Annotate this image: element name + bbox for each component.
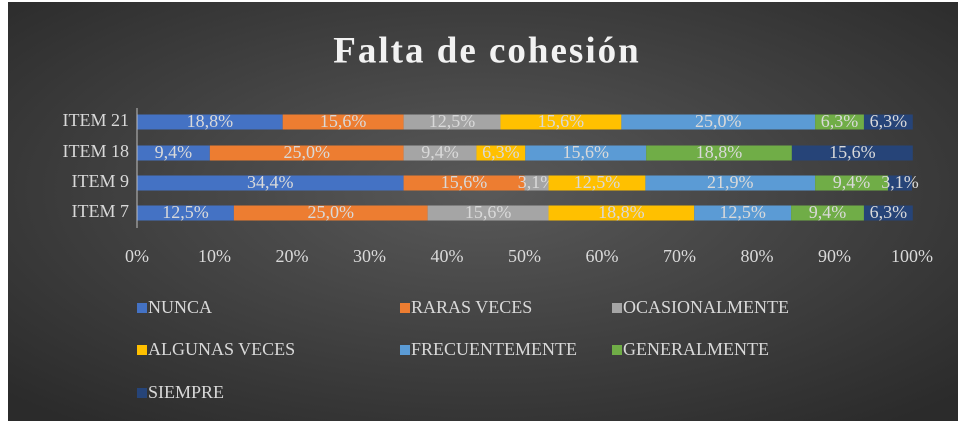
y-tick-label: ITEM 9	[72, 171, 130, 191]
data-label: 12,5%	[574, 172, 621, 192]
bar-segment	[646, 145, 792, 161]
data-label: 3,1%	[518, 172, 556, 192]
x-tick-label: 20%	[276, 246, 309, 266]
data-label: 15,6%	[829, 142, 876, 162]
data-label: 6,3%	[870, 202, 908, 222]
bar-segment	[863, 205, 913, 221]
legend-swatch	[137, 303, 147, 313]
y-tick-label: ITEM 21	[63, 110, 130, 130]
legend-label: GENERALMENTE	[623, 339, 769, 359]
legend-label: ALGUNAS VECES	[148, 339, 295, 359]
y-tick-label: ITEM 7	[72, 201, 130, 221]
data-label: 12,5%	[429, 111, 476, 131]
x-tick-label: 100%	[891, 246, 933, 266]
bar-segment	[525, 145, 647, 161]
legend-swatch	[612, 303, 622, 313]
bar-segment	[137, 175, 404, 191]
data-label: 18,8%	[598, 202, 645, 222]
data-label: 12,5%	[162, 202, 209, 222]
legend-swatch	[400, 303, 410, 313]
data-label: 34,4%	[247, 172, 294, 192]
legend-swatch	[137, 388, 147, 398]
bar-segment	[548, 175, 646, 191]
legend-swatch	[400, 345, 410, 355]
bar-segment	[887, 175, 912, 191]
legend-swatch	[612, 345, 622, 355]
x-tick-label: 70%	[663, 246, 696, 266]
bar-segment	[427, 205, 549, 221]
data-label: 6,3%	[482, 142, 520, 162]
legend-label: FRECUENTEMENTE	[411, 339, 577, 359]
x-tick-label: 90%	[818, 246, 851, 266]
y-tick-label: ITEM 18	[63, 141, 130, 161]
data-label: 15,6%	[465, 202, 512, 222]
x-tick-label: 0%	[125, 246, 149, 266]
bar-segment	[815, 175, 888, 191]
data-label: 9,4%	[809, 202, 847, 222]
chart-title: Falta de cohesión	[333, 30, 640, 71]
bar-segment	[791, 145, 913, 161]
data-label: 21,9%	[707, 172, 754, 192]
data-label: 15,6%	[538, 111, 585, 131]
data-label: 6,3%	[821, 111, 859, 131]
data-label: 6,3%	[870, 111, 908, 131]
data-label: 15,6%	[320, 111, 367, 131]
bar-segment	[282, 114, 404, 130]
legend-label: RARAS VECES	[411, 297, 532, 317]
bar-segment	[815, 114, 864, 130]
bar-segment	[548, 205, 695, 221]
data-label: 18,8%	[187, 111, 234, 131]
x-tick-label: 10%	[198, 246, 231, 266]
data-label: 9,4%	[155, 142, 193, 162]
x-tick-label: 80%	[741, 246, 774, 266]
bar-segment	[209, 145, 404, 161]
bar-segment	[403, 175, 525, 191]
bar-segment	[137, 205, 234, 221]
data-label: 9,4%	[833, 172, 871, 192]
bar-segment	[524, 175, 549, 191]
bar-segment	[403, 145, 477, 161]
bar-segment	[863, 114, 913, 130]
data-label: 3,1%	[881, 172, 919, 192]
bar-segment	[137, 114, 283, 130]
data-label: 12,5%	[719, 202, 766, 222]
legend-label: SIEMPRE	[148, 382, 224, 402]
bar-segment	[791, 205, 864, 221]
data-label: 25,0%	[283, 142, 330, 162]
data-label: 25,0%	[695, 111, 742, 131]
bar-segment	[694, 205, 792, 221]
x-tick-label: 60%	[586, 246, 619, 266]
data-label: 15,6%	[441, 172, 488, 192]
bar-segment	[500, 114, 622, 130]
x-tick-label: 40%	[431, 246, 464, 266]
data-label: 25,0%	[308, 202, 355, 222]
x-tick-label: 50%	[508, 246, 541, 266]
bar-segment	[621, 114, 816, 130]
legend-label: OCASIONALMENTE	[623, 297, 789, 317]
bar-segment	[476, 145, 526, 161]
legend-swatch	[137, 345, 147, 355]
data-label: 9,4%	[421, 142, 459, 162]
data-label: 15,6%	[562, 142, 609, 162]
bar-segment	[645, 175, 816, 191]
x-tick-label: 30%	[353, 246, 386, 266]
legend-label: NUNCA	[148, 297, 212, 317]
bar-segment	[137, 145, 210, 161]
data-label: 18,8%	[696, 142, 743, 162]
bar-segment	[233, 205, 428, 221]
bar-segment	[403, 114, 501, 130]
